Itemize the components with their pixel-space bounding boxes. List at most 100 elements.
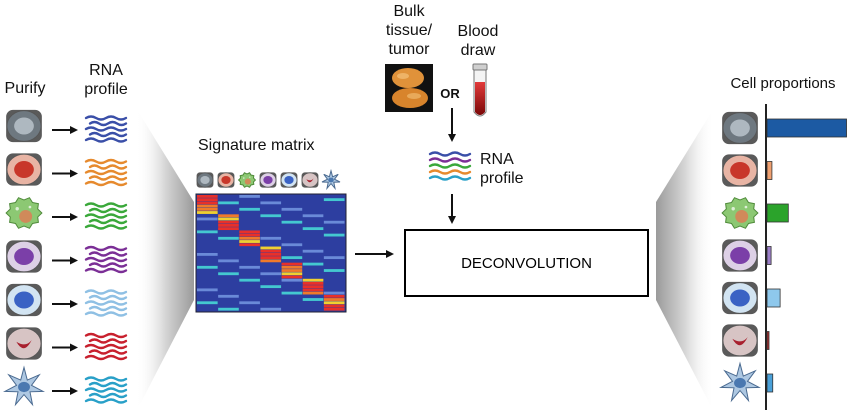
heatmap-cell <box>323 298 345 301</box>
rna-line2: profile <box>480 170 524 187</box>
rna-profiles <box>84 115 128 404</box>
rna-profile-label-line2: profile <box>84 81 128 98</box>
output-cells <box>718 111 762 403</box>
mixture-wave <box>428 169 472 175</box>
heatmap-cell <box>197 265 218 269</box>
proportion-bar-green-cell <box>766 203 789 223</box>
heatmap-cell <box>260 256 282 260</box>
mixture-wave <box>428 175 472 181</box>
heatmap-cell <box>281 269 303 272</box>
rna-profile-purple-cell <box>84 245 128 274</box>
heatmap-cell <box>281 262 303 266</box>
heatmap-cell <box>239 230 260 234</box>
blood-line2: draw <box>460 42 496 59</box>
mixture-wave <box>428 163 472 169</box>
heatmap-cell <box>281 291 303 295</box>
left-purple-cell-icon <box>6 240 42 273</box>
heatmap-cell <box>197 207 218 211</box>
signature-cell-icons <box>196 168 341 191</box>
blood-draw-label: Blood draw <box>448 22 508 60</box>
heatmap-cell <box>218 217 239 221</box>
heatmap-cell <box>281 243 303 247</box>
right-funnel <box>656 108 714 412</box>
heatmap-cell <box>260 307 282 311</box>
proportion-bar-purple-cell <box>766 246 772 265</box>
heatmap-cell <box>302 214 324 218</box>
rna-profile-red-cell <box>84 158 128 187</box>
proportion-bar-gray-cell <box>766 118 847 138</box>
signature-purple-cell-icon <box>259 172 277 188</box>
heatmap-cell <box>260 246 282 250</box>
blood-line1: Blood <box>457 23 499 40</box>
bulk-line2: tissue/ <box>385 22 433 39</box>
right-red-cell-icon <box>722 154 758 187</box>
heatmap-cell <box>260 272 282 276</box>
purify-label: Purify <box>4 80 46 97</box>
rna-profile-dendritic-cell <box>84 376 128 404</box>
signature-green-cell-icon <box>237 172 257 188</box>
heatmap-cell <box>239 195 260 198</box>
heatmap-cell <box>197 195 218 198</box>
heatmap-cell <box>239 265 260 269</box>
rna-profile-label-mixture: RNA profile <box>480 150 534 188</box>
mixture-wave <box>428 151 472 157</box>
heatmap-cell <box>281 220 303 224</box>
heatmap-cell <box>281 207 303 211</box>
signature-red-cell-icon <box>217 172 235 188</box>
rna-profile-gray-cell <box>84 115 128 143</box>
heatmap-cell <box>323 291 345 295</box>
signature-crimson-cell-icon <box>301 172 319 188</box>
signature-matrix-title: Signature matrix <box>198 137 315 154</box>
heatmap-cell <box>218 307 239 311</box>
heatmap-cell <box>239 278 260 282</box>
signature-gray-cell-icon <box>196 172 214 188</box>
signature-matrix-heatmap <box>197 195 345 311</box>
deconvolution-box: DECONVOLUTION <box>404 229 649 297</box>
heatmap-cell <box>323 198 345 202</box>
or-label: OR <box>440 86 460 101</box>
heatmap-cell <box>281 278 303 282</box>
heatmap-cell <box>302 278 324 282</box>
heatmap-cell <box>239 243 260 247</box>
heatmap-cell <box>302 227 324 231</box>
left-red-cell-icon <box>6 153 42 186</box>
rna-line1: RNA <box>480 151 514 168</box>
left-dendritic-cell-icon <box>2 365 46 407</box>
rna-profile-label-line1: RNA <box>89 62 123 79</box>
proportion-bar-dendritic-cell <box>766 373 774 393</box>
right-gray-cell-icon <box>722 111 758 145</box>
heatmap-cell <box>197 198 218 202</box>
heatmap-cell <box>302 249 324 253</box>
heatmap-cell <box>239 240 260 243</box>
deconvolution-label: DECONVOLUTION <box>461 254 592 272</box>
heatmap-cell <box>239 236 260 240</box>
right-blue-cell-icon <box>722 281 758 315</box>
heatmap-cell <box>323 307 345 311</box>
right-crimson-cell-icon <box>722 324 758 357</box>
signature-blue-cell-icon <box>280 172 298 188</box>
heatmap-cell <box>323 269 345 272</box>
heatmap-cell <box>197 253 218 256</box>
left-gray-cell-icon <box>6 109 42 143</box>
heatmap-cell <box>197 217 218 221</box>
blood-tube-icon <box>472 63 488 117</box>
heatmap-cell <box>260 253 282 256</box>
heatmap-cell <box>260 285 282 289</box>
heatmap-cell <box>197 211 218 214</box>
heatmap-cell <box>260 214 282 218</box>
signature-dendritic-cell-icon <box>321 168 341 191</box>
bulk-tissue-image <box>385 64 433 112</box>
heatmap-cell <box>302 282 324 285</box>
heatmap-cell <box>260 236 282 240</box>
heatmap-cell <box>218 201 239 205</box>
right-dendritic-cell-icon <box>718 361 762 403</box>
heatmap-cell <box>302 285 324 289</box>
heatmap-cell <box>197 201 218 205</box>
heatmap-cell <box>281 256 303 260</box>
mixture-wave <box>428 157 472 163</box>
heatmap-cell <box>323 233 345 237</box>
heatmap-cell <box>218 294 239 298</box>
heatmap-cell <box>218 236 239 240</box>
heatmap-cell <box>197 288 218 292</box>
heatmap-cell <box>218 220 239 224</box>
